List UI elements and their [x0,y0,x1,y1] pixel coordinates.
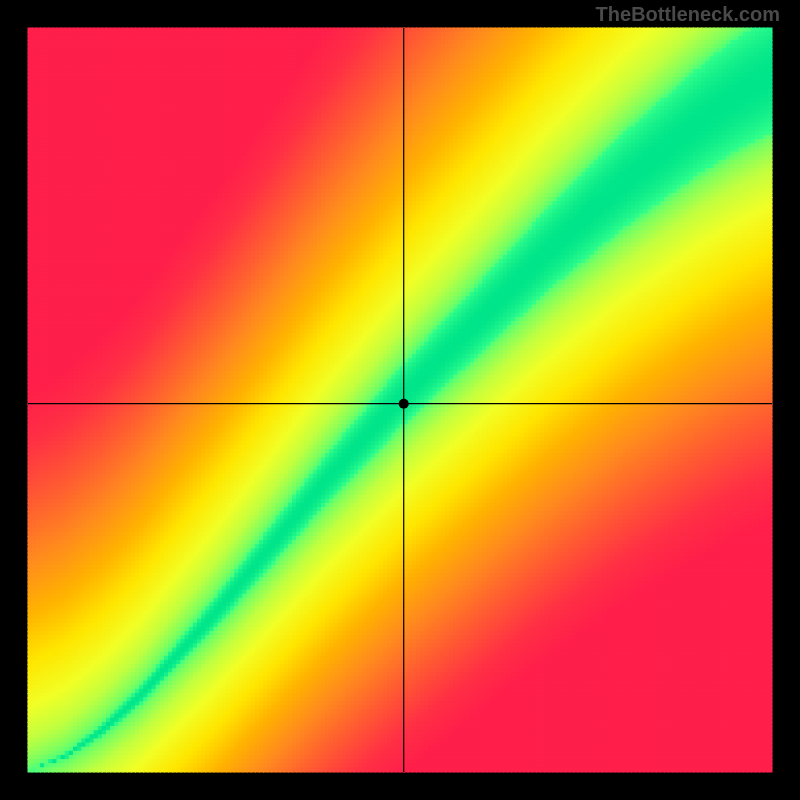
bottleneck-heatmap [0,0,800,800]
chart-container: TheBottleneck.com [0,0,800,800]
watermark-text: TheBottleneck.com [596,4,780,27]
